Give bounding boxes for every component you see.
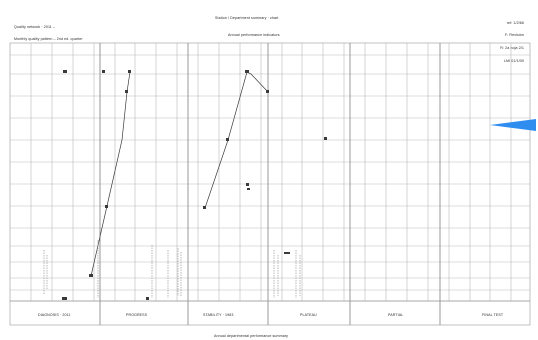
trace-progress xyxy=(90,71,131,277)
header-left-line-2: Monthly quality pattern – 2nd ed. quarte… xyxy=(14,37,83,42)
column-label-5: PARTIAL xyxy=(388,313,404,317)
mark xyxy=(89,274,93,277)
header-right: ref: 1/2/66 F: Revisión R: 2a hoja 2/1 L… xyxy=(500,12,524,68)
mark xyxy=(105,205,108,208)
mark xyxy=(102,70,105,73)
column-label-3: STABILITY · 1983 xyxy=(203,313,234,317)
vertical-notes xyxy=(43,240,301,298)
mark xyxy=(284,252,290,254)
mark xyxy=(266,90,269,93)
trace-marks xyxy=(62,70,327,300)
mark xyxy=(226,138,229,141)
column-label-6: FINAL TEST xyxy=(482,313,504,317)
header-subtitle: Annual performance indicators xyxy=(228,33,280,37)
header-right-line-3: R: 2a hoja 2/1 xyxy=(500,46,524,51)
mark xyxy=(63,70,67,73)
header-right-line-1: ref: 1/2/66 xyxy=(506,20,524,25)
footer-caption: Annual departmental performance summary xyxy=(214,334,289,338)
mark xyxy=(247,188,250,190)
header-left: Quality network · 2011 – Monthly quality… xyxy=(14,16,83,46)
mark xyxy=(146,297,149,300)
trace-lines xyxy=(90,71,269,277)
column-label-4: PLATEAU xyxy=(300,313,317,317)
mark xyxy=(203,206,206,209)
mark xyxy=(246,183,249,186)
mark xyxy=(62,297,67,300)
grid xyxy=(9,42,531,302)
mark xyxy=(324,137,327,140)
mark xyxy=(245,70,249,73)
header-left-line-1: Quality network · 2011 – xyxy=(14,24,56,29)
column-label-2: PROGRESS xyxy=(126,313,148,317)
blue-pointer-marker-icon xyxy=(490,119,536,131)
label-band xyxy=(9,300,531,326)
mark xyxy=(125,90,128,93)
header-right-line-4: LMI 01/1/09 xyxy=(503,59,524,64)
header-right-line-2: F: Revisión xyxy=(504,33,524,38)
mark xyxy=(128,70,131,73)
column-label-1: DIAGNOSIS · 2011 xyxy=(38,313,71,317)
header-title: Station / Department summary · chart xyxy=(215,16,279,20)
